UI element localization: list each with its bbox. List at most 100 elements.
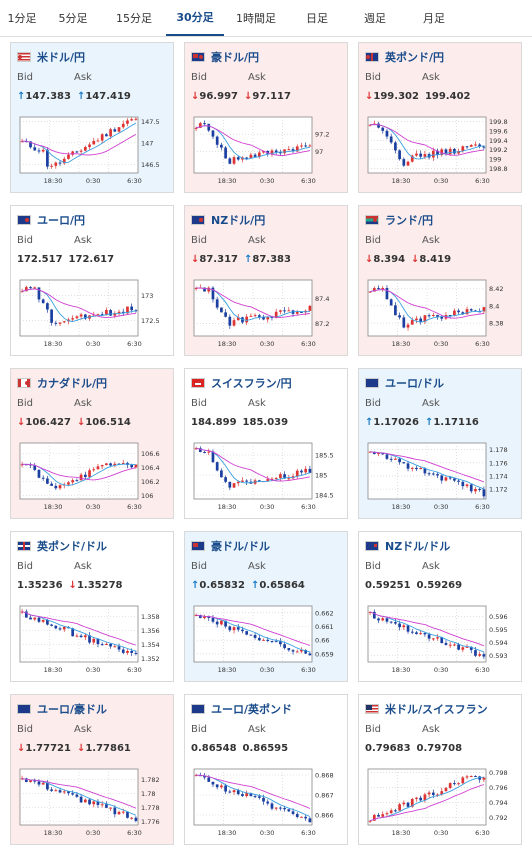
bid-number: 0.59251 xyxy=(365,580,411,591)
pair-card[interactable]: ユーロ/円 Bid Ask 172.517 172.617 173 172.5 18:30 0:… xyxy=(10,205,174,356)
tab-1[interactable]: 5分足 xyxy=(58,12,88,25)
pair-title[interactable]: 米ドル/円 xyxy=(17,49,85,65)
tab-4[interactable]: 1時間足 xyxy=(236,12,276,25)
candle-body xyxy=(96,140,100,142)
pair-name[interactable]: スイスフラン/円 xyxy=(211,377,292,390)
pair-card[interactable]: NZドル/ドル Bid Ask 0.59251 0.59269 0.596 0.595 0.5… xyxy=(358,531,522,682)
bid-number: 199.302 xyxy=(373,91,419,102)
ask-number: 1.35278 xyxy=(76,580,123,591)
candle-body xyxy=(448,477,452,479)
ask-label: Ask xyxy=(248,398,266,409)
bid-number: 0.86548 xyxy=(191,743,237,754)
price-chart[interactable]: 1.178 1.176 1.174 1.172 18:30 0:30 6:30 xyxy=(364,439,516,513)
bid-ask-values: 184.899 185.039 xyxy=(191,417,294,428)
candle-body xyxy=(215,462,219,471)
pair-title[interactable]: 英ポンド/ドル xyxy=(17,538,107,554)
price-chart[interactable]: 147.5 147 146.5 18:30 0:30 6:30 xyxy=(16,113,168,187)
pair-card[interactable]: 米ドル/スイスフラン Bid Ask 0.79683 0.79708 0.798 0.796… xyxy=(358,694,522,845)
pair-name[interactable]: NZドル/円 xyxy=(211,214,266,227)
price-chart[interactable]: 87.4 87.2 18:30 0:30 6:30 xyxy=(190,276,342,350)
pair-name[interactable]: 豪ドル/円 xyxy=(211,51,260,64)
pair-title[interactable]: 豪ドル/円 xyxy=(191,49,259,65)
pair-name[interactable]: カナダドル/円 xyxy=(37,377,108,390)
price-chart[interactable]: 1.358 1.356 1.354 1.352 18:30 0:30 6:30 xyxy=(16,602,168,676)
pair-name[interactable]: ユーロ/ドル xyxy=(385,377,445,390)
pair-name[interactable]: ユーロ/豪ドル xyxy=(37,703,108,716)
ask-number: 147.419 xyxy=(85,91,131,102)
pair-name[interactable]: ランド/円 xyxy=(385,214,434,227)
tab-7[interactable]: 月足 xyxy=(423,12,445,25)
arrow-down-icon: ↓ xyxy=(76,417,86,428)
pair-card[interactable]: ユーロ/ドル Bid Ask ↑1.17026 ↑1.17116 1.178 1.176 1.… xyxy=(358,368,522,519)
candle-body xyxy=(241,629,244,632)
pair-name[interactable]: ユーロ/円 xyxy=(37,214,86,227)
ma-long-line xyxy=(370,124,484,156)
tab-0[interactable]: 1分足 xyxy=(7,12,37,25)
pair-title[interactable]: スイスフラン/円 xyxy=(191,375,292,391)
ask-number: 1.77861 xyxy=(85,743,131,754)
tab-3[interactable]: 30分足 xyxy=(166,0,224,36)
x-tick-label: 0:30 xyxy=(434,666,449,674)
pair-card[interactable]: 英ポンド/円 Bid Ask ↓199.302 199.402 199.8 199.6 199… xyxy=(358,42,522,193)
pair-card[interactable]: 英ポンド/ドル Bid Ask 1.35236 ↓1.35278 1.358 1.356 1.… xyxy=(10,531,174,682)
pair-title[interactable]: ユーロ/豪ドル xyxy=(17,701,107,717)
x-tick-label: 18:30 xyxy=(392,829,411,837)
candle-body xyxy=(415,318,418,321)
pair-card[interactable]: カナダドル/円 Bid Ask ↓106.427 ↓106.514 106.6 106.4 1… xyxy=(10,368,174,519)
pair-name[interactable]: 豪ドル/ドル xyxy=(211,540,271,553)
tab-5[interactable]: 日足 xyxy=(306,12,328,25)
price-chart[interactable]: 0.868 0.867 0.866 18:30 0:30 6:30 xyxy=(190,765,342,839)
candle-body xyxy=(100,314,104,316)
pair-name[interactable]: 英ポンド/ドル xyxy=(37,540,108,553)
pair-title[interactable]: NZドル/ドル xyxy=(365,538,450,554)
price-chart[interactable]: 106.6 106.4 106.2 106 18:30 0:30 6:30 xyxy=(16,439,168,513)
price-chart[interactable]: 0.798 0.796 0.794 0.792 18:30 0:30 6:30 xyxy=(364,765,516,839)
tab-2[interactable]: 15分足 xyxy=(116,12,152,25)
candle-body xyxy=(283,310,286,312)
pair-title[interactable]: ユーロ/英ポンド xyxy=(191,701,292,717)
pair-name[interactable]: 米ドル/スイスフラン xyxy=(385,703,488,716)
flag-ch-icon xyxy=(191,378,205,388)
bid-number: 0.79683 xyxy=(365,743,411,754)
pair-card[interactable]: 豪ドル/ドル Bid Ask ↑0.65832 ↑0.65864 0.662 0.661 0.… xyxy=(184,531,348,682)
pair-title[interactable]: 英ポンド/円 xyxy=(365,49,444,65)
y-tick-label: 199.4 xyxy=(489,137,508,145)
price-chart[interactable]: 0.596 0.595 0.594 0.593 18:30 0:30 6:30 xyxy=(364,602,516,676)
price-chart[interactable]: 97.2 97 18:30 0:30 6:30 xyxy=(190,113,342,187)
pair-title[interactable]: 米ドル/スイスフラン xyxy=(365,701,488,717)
pair-name[interactable]: NZドル/ドル xyxy=(385,540,451,553)
candle-body xyxy=(126,120,129,124)
candle-body xyxy=(121,123,125,128)
ma-short-line xyxy=(22,122,137,163)
pair-card[interactable]: 豪ドル/円 Bid Ask ↓96.997 ↓97.117 97.2 97 18:30 0:30… xyxy=(184,42,348,193)
pair-title[interactable]: 豪ドル/ドル xyxy=(191,538,270,554)
price-chart[interactable]: 185.5 185 184.5 18:30 0:30 6:30 xyxy=(190,439,342,513)
price-chart[interactable]: 0.662 0.661 0.66 0.659 18:30 0:30 6:30 xyxy=(190,602,342,676)
pair-title[interactable]: NZドル/円 xyxy=(191,212,265,228)
pair-card[interactable]: ユーロ/豪ドル Bid Ask ↓1.77721 ↓1.77861 1.782 1.78 1.… xyxy=(10,694,174,845)
pair-name[interactable]: 英ポンド/円 xyxy=(385,51,445,64)
tab-6[interactable]: 週足 xyxy=(364,12,386,25)
pair-title[interactable]: ランド/円 xyxy=(365,212,433,228)
pair-title[interactable]: ユーロ/円 xyxy=(17,212,85,228)
price-chart[interactable]: 173 172.5 18:30 0:30 6:30 xyxy=(16,276,168,350)
candle-body xyxy=(249,792,253,797)
pair-name[interactable]: ユーロ/英ポンド xyxy=(211,703,293,716)
pair-title[interactable]: カナダドル/円 xyxy=(17,375,107,391)
candle-body xyxy=(245,157,249,159)
candle-body xyxy=(83,147,87,151)
pair-card[interactable]: スイスフラン/円 Bid Ask 184.899 185.039 185.5 185 184.… xyxy=(184,368,348,519)
pair-name[interactable]: 米ドル/円 xyxy=(37,51,86,64)
candle-body xyxy=(279,310,282,312)
pair-card[interactable]: ユーロ/英ポンド Bid Ask 0.86548 0.86595 0.868 0.867 0.… xyxy=(184,694,348,845)
pair-card[interactable]: 米ドル/円 Bid Ask ↑147.383 ↑147.419 147.5 147 146.5… xyxy=(10,42,174,193)
pair-card[interactable]: NZドル/円 Bid Ask ↓87.317 ↑87.383 87.4 87.2 18:30 0… xyxy=(184,205,348,356)
pair-card[interactable]: ランド/円 Bid Ask ↓8.394 ↓8.419 8.42 8.4 8.38 18:30 0… xyxy=(358,205,522,356)
candle-body xyxy=(220,470,223,478)
candle-body xyxy=(291,650,295,652)
pair-title[interactable]: ユーロ/ドル xyxy=(365,375,444,391)
candle-body xyxy=(29,287,32,289)
price-chart[interactable]: 8.42 8.4 8.38 18:30 0:30 6:30 xyxy=(364,276,516,350)
price-chart[interactable]: 1.782 1.78 1.778 1.776 18:30 0:30 6:30 xyxy=(16,765,168,839)
